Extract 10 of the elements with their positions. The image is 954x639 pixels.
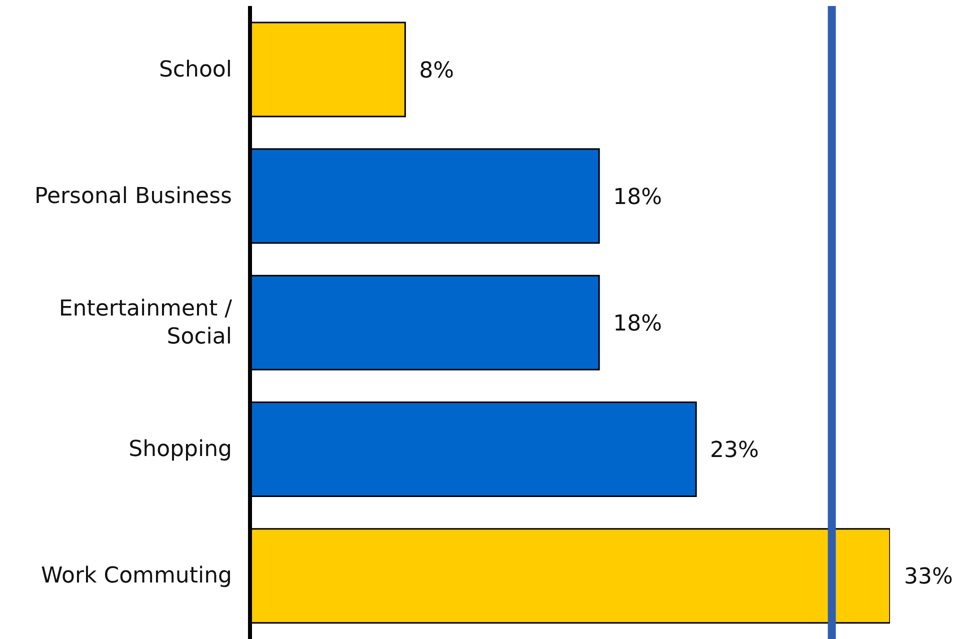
data-label: 18% xyxy=(613,184,662,210)
data-label: 8% xyxy=(419,58,454,84)
data-label: 18% xyxy=(613,311,662,336)
data-label: 33% xyxy=(904,564,953,590)
y-tick-label: School xyxy=(158,56,232,82)
y-tick-label: Work Commuting xyxy=(41,563,232,588)
y-tick-label: Shopping xyxy=(128,436,232,462)
y-tick-label: Personal Business xyxy=(34,183,232,208)
data-label: 23% xyxy=(710,438,759,464)
y-tick-label: Entertainment / Social xyxy=(58,296,233,349)
